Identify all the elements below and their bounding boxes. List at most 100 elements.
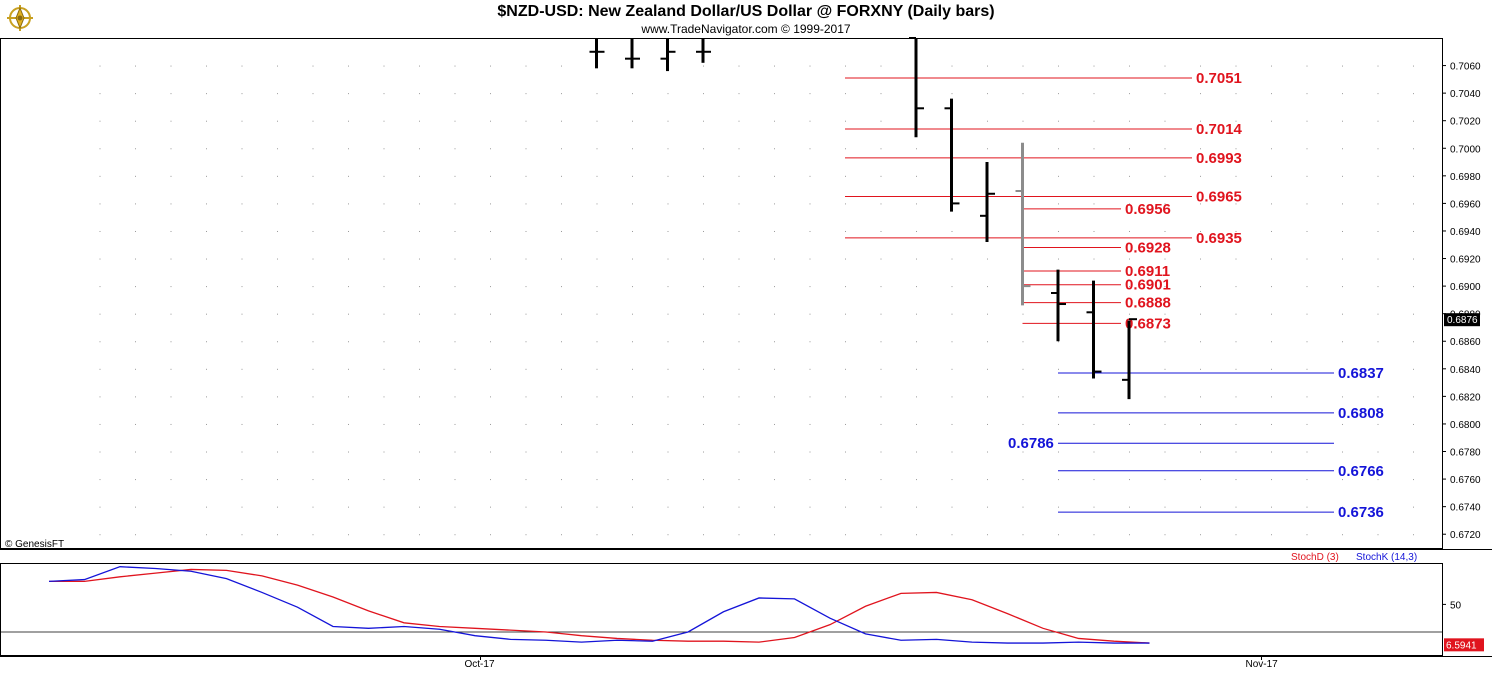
level-label: 0.6808 <box>1338 405 1384 422</box>
grid-dot <box>845 396 846 398</box>
grid-dot <box>1164 65 1166 67</box>
grid-dot <box>525 368 527 370</box>
grid-dot <box>1235 120 1237 122</box>
grid-dot <box>1129 258 1130 260</box>
grid-dot <box>561 341 562 343</box>
grid-dot <box>809 286 811 288</box>
grid-dot <box>1271 506 1272 508</box>
grid-dot <box>632 203 633 205</box>
price-tick-label: 0.6920 <box>1450 255 1481 266</box>
grid-dot <box>738 313 740 315</box>
grid-dot <box>170 479 172 481</box>
grid-dot <box>987 451 988 453</box>
grid-dot <box>987 93 988 95</box>
grid-dot <box>135 423 136 425</box>
grid-dot <box>1271 120 1272 122</box>
chart-title: $NZD-USD: New Zealand Dollar/US Dollar @… <box>497 3 995 20</box>
grid-dot <box>99 258 101 260</box>
grid-dot <box>845 479 846 481</box>
grid-dot <box>1235 313 1237 315</box>
grid-dot <box>809 93 811 95</box>
grid-dot <box>561 120 562 122</box>
grid-dot <box>987 148 988 150</box>
grid-dot <box>170 65 172 67</box>
grid-dot <box>845 368 846 370</box>
grid-dot <box>1235 93 1237 95</box>
grid-dot <box>348 341 349 343</box>
grid-dot <box>1377 148 1379 150</box>
grid-dot <box>454 368 456 370</box>
grid-dot <box>99 396 101 398</box>
grid-dot <box>987 368 988 370</box>
grid-dot <box>525 341 527 343</box>
grid-dot <box>1306 65 1308 67</box>
grid-dot <box>774 230 775 232</box>
grid-dot <box>703 230 704 232</box>
grid-dot <box>951 286 953 288</box>
grid-dot <box>632 368 633 370</box>
grid-dot <box>99 230 101 232</box>
trade-navigator-logo-icon <box>5 3 35 33</box>
grid-dot <box>774 120 775 122</box>
grid-dot <box>916 148 917 150</box>
grid-dot <box>561 423 562 425</box>
grid-dot <box>1271 286 1272 288</box>
grid-dot <box>1413 396 1414 398</box>
grid-dot <box>383 479 385 481</box>
grid-dot <box>774 368 775 370</box>
grid-dot <box>703 258 704 260</box>
grid-dot <box>703 175 704 177</box>
price-tick-label: 0.6960 <box>1450 199 1481 210</box>
grid-dot <box>1164 534 1166 536</box>
grid-dot <box>596 93 598 95</box>
grid-dot <box>170 203 172 205</box>
grid-dot <box>1164 120 1166 122</box>
grid-dot <box>1058 175 1059 177</box>
ohlc-bar <box>1122 318 1137 400</box>
stochastic-pane-border <box>0 563 1443 656</box>
grid-dot <box>880 534 882 536</box>
grid-dot <box>206 65 207 67</box>
grid-dot <box>383 451 385 453</box>
grid-dot <box>1235 423 1237 425</box>
grid-dot <box>774 534 775 536</box>
grid-dot <box>845 423 846 425</box>
level-label: 0.6935 <box>1196 230 1242 247</box>
stoch-series-line <box>48 566 1150 644</box>
grid-dot <box>809 203 811 205</box>
ohlc-bar <box>660 38 676 72</box>
grid-dot <box>561 451 562 453</box>
level-label: 0.6766 <box>1338 463 1384 480</box>
grid-dot <box>312 341 314 343</box>
grid-dot <box>454 230 456 232</box>
grid-dot <box>596 203 598 205</box>
grid-dot <box>206 479 207 481</box>
grid-dot <box>987 396 988 398</box>
grid-dot <box>135 203 136 205</box>
grid-dot <box>596 258 598 260</box>
grid-dot <box>845 65 846 67</box>
grid-dot <box>1093 479 1095 481</box>
grid-dot <box>454 120 456 122</box>
grid-dot <box>1093 451 1095 453</box>
grid-dot <box>454 506 456 508</box>
grid-dot <box>845 230 846 232</box>
grid-dot <box>1306 479 1308 481</box>
grid-dot <box>206 451 207 453</box>
ohlc-bar <box>980 162 995 242</box>
grid-dot <box>135 258 136 260</box>
grid-dot <box>277 479 278 481</box>
grid-dot <box>774 313 775 315</box>
grid-dot <box>1022 506 1024 508</box>
grid-dot <box>1129 286 1130 288</box>
grid-dot <box>383 93 385 95</box>
level-label: 0.6901 <box>1125 277 1171 294</box>
grid-dot <box>312 120 314 122</box>
grid-dot <box>951 396 953 398</box>
grid-dot <box>667 534 669 536</box>
grid-dot <box>170 93 172 95</box>
grid-dot <box>1200 479 1201 481</box>
grid-dot <box>1200 341 1201 343</box>
grid-dot <box>1058 258 1059 260</box>
